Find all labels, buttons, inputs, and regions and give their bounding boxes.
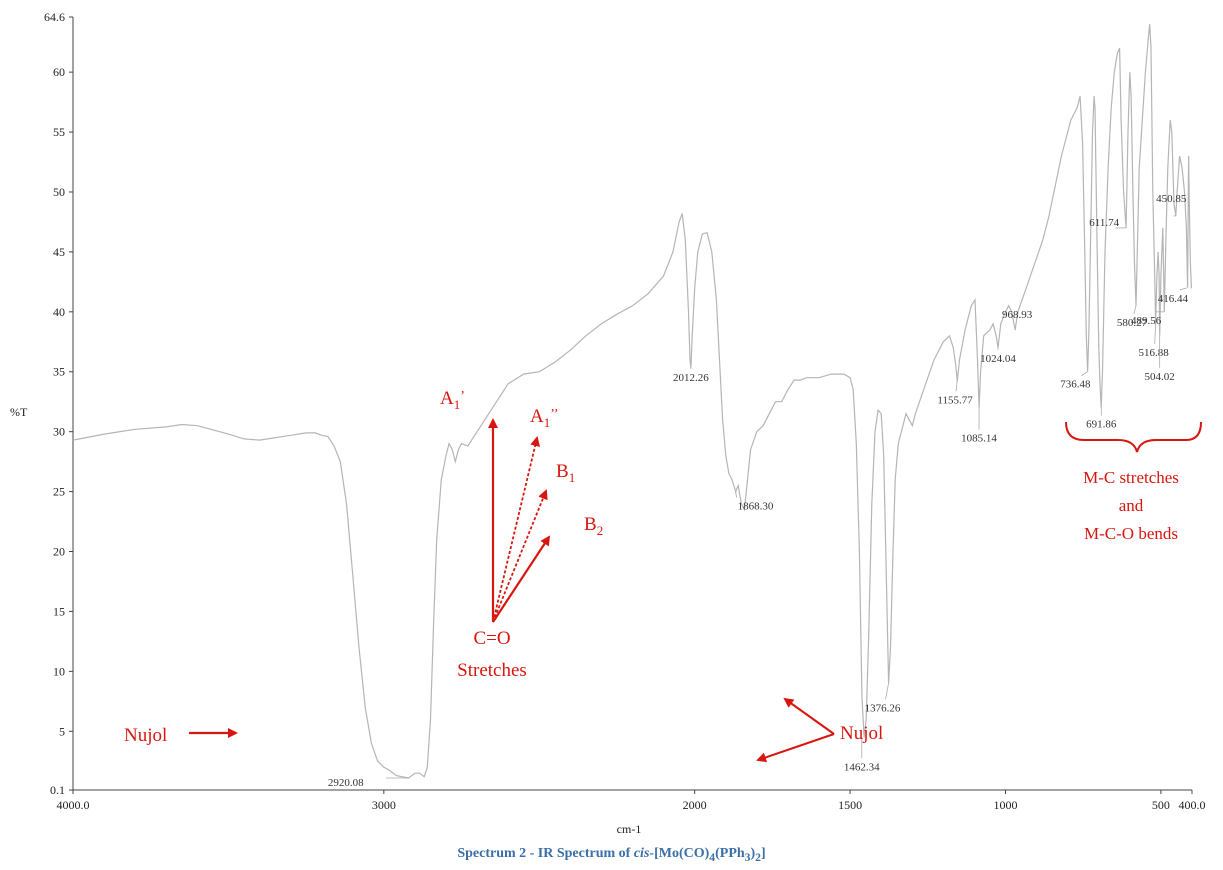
peak-label: 504.02 [1145,371,1175,383]
x-tick-label: 400.0 [1179,798,1206,812]
arrow-b1 [492,489,548,623]
x-tick-label: 2000 [683,798,707,812]
peak-leader [1154,323,1157,344]
peak-label: 736.48 [1060,379,1091,391]
label-co: C=O [473,628,510,649]
label-mc-and: and [1119,496,1144,515]
y-tick-label: 35 [53,365,65,379]
axes [72,17,1192,791]
peak-label: 1462.34 [844,761,880,773]
y-ticks: 64.6 60 55 50 45 40 35 30 25 20 15 10 5 0.1 [44,10,73,797]
arrow-b2 [492,535,551,623]
y-tick-label: 10 [53,664,65,678]
peak-label: 691.86 [1086,419,1117,431]
spectrum-line [72,24,1192,779]
peak-leader [735,491,737,498]
brace-mc [1065,421,1202,453]
peak-label: 450.85 [1156,193,1187,205]
y-tick-label: 0.1 [50,783,65,797]
peak-leader [1133,305,1137,314]
x-tick-label: 3000 [372,798,396,812]
arrow-nujol-right-lower [756,733,835,763]
y-tick-label: 20 [53,545,65,559]
x-tick-label: 1500 [838,798,862,812]
peak-label: 2012.26 [673,372,709,384]
y-tick-label: 15 [53,604,65,618]
peak-label: 1376.26 [865,702,901,714]
peak-label: 968.93 [1002,309,1033,321]
peak-label: 1868.30 [738,501,774,513]
y-tick-label: 60 [53,65,65,79]
peak-label: 611.74 [1089,217,1119,229]
x-tick-label: 4000.0 [57,798,90,812]
peak-label: 1155.77 [937,394,973,406]
label-a1-prime: A1’ [440,388,465,412]
chart-caption: Spectrum 2 - IR Spectrum of cis-[Mo(CO)4… [457,846,766,864]
peak-leader [885,683,889,700]
label-nujol-left: Nujol [124,725,167,746]
peak-leader [1081,371,1088,377]
peak-leader [955,381,958,392]
y-tick-label: 64.6 [44,10,65,24]
label-b1: B1 [556,461,575,485]
peak-label: 1085.14 [961,433,997,445]
x-tick-label: 500 [1152,798,1170,812]
series-group [72,24,1192,779]
y-tick-label: 5 [59,724,65,738]
peak-label: 416.44 [1158,293,1189,305]
y-tick-label: 30 [53,425,65,439]
y-tick-label: 25 [53,485,65,499]
arrow-nujol-right-upper [783,697,835,735]
label-nujol-right: Nujol [840,723,883,744]
peak-labels: 2920.08 2012.26 1868.30 1462.34 1376.26 1155.… [328,193,1189,789]
label-mc-stretches: M-C stretches [1083,468,1179,487]
label-b2: B2 [584,514,603,538]
arrow-a1-double-prime [492,436,541,623]
y-tick-label: 55 [53,125,65,139]
label-mco-bends: M-C-O bends [1084,524,1178,543]
peak-label: 1024.04 [980,353,1016,365]
peak-label: 580.27 [1117,317,1148,329]
y-axis-label: %T [10,405,28,419]
peak-leader [1179,287,1187,291]
y-tick-label: 45 [53,245,65,259]
label-a1-double-prime: A1’’ [530,406,559,430]
y-tick-label: 40 [53,305,65,319]
x-tick-label: 1000 [994,798,1018,812]
peak-label: 516.88 [1139,347,1170,359]
peak-label: 2920.08 [328,777,364,789]
y-tick-label: 50 [53,185,65,199]
label-co-stretches: Stretches [457,660,527,681]
x-axis-label: cm-1 [617,822,642,836]
x-ticks: 4000.0 3000 2000 1500 1000 500 400.0 [57,790,1206,812]
annotations: A1’ A1’’ B1 B2 C=O Stretches Nujol Nujol… [124,388,1202,763]
peak-label: 489.56 [1131,315,1162,327]
